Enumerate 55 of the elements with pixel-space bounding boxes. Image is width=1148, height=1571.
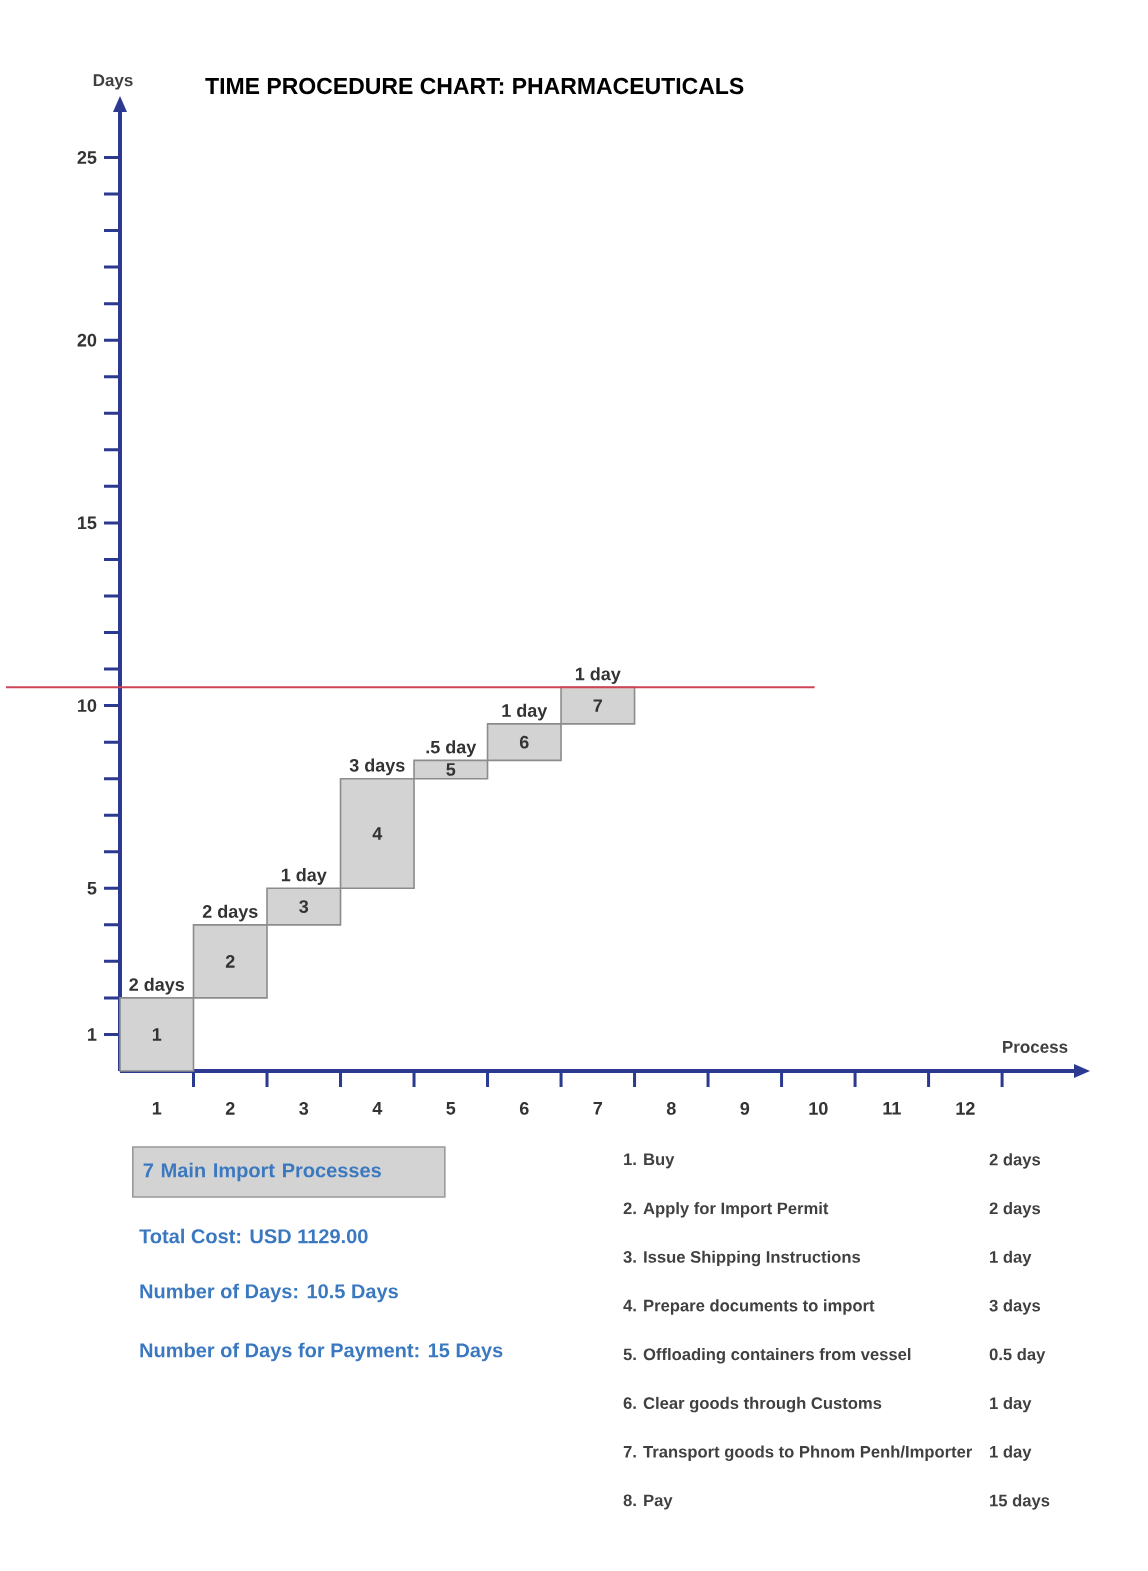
- data-label: 2 days: [129, 977, 185, 995]
- x-tick-label: 3: [299, 1102, 309, 1115]
- text: 2 days: [989, 1202, 1041, 1218]
- text: Total Cost: USD 1129.00: [139, 1228, 368, 1244]
- data-label: 1 day: [281, 868, 327, 885]
- annotation: 5: [446, 763, 456, 776]
- text: 1. Buy: [624, 1153, 675, 1169]
- text: 1 day: [990, 1250, 1032, 1267]
- text: 0.5 day: [989, 1348, 1046, 1364]
- annotation: 4: [372, 827, 383, 840]
- y-tick-label: 20: [77, 333, 97, 347]
- text: 7 Main Import Processes: [143, 1162, 381, 1182]
- x-tick-label: 12: [956, 1102, 975, 1115]
- y-tick-label: 5: [87, 882, 97, 895]
- data-label: 1 day: [502, 703, 548, 721]
- data-label: 2 days: [202, 904, 258, 922]
- text: 4. Prepare documents to import: [623, 1299, 875, 1315]
- y-tick-label: 25: [77, 151, 97, 164]
- annotation: 6: [519, 735, 529, 749]
- x-tick-label: 1: [152, 1102, 162, 1115]
- text: Number of Days: 10.5 Days: [140, 1283, 398, 1303]
- text: 7. Transport goods to Phnom Penh/Importer: [623, 1445, 973, 1461]
- x-tick-label: 4: [372, 1102, 383, 1115]
- text: 8. Pay: [623, 1494, 673, 1510]
- text: 15 days: [990, 1494, 1050, 1510]
- text: 2 days: [989, 1153, 1041, 1169]
- text: 3 days: [989, 1299, 1041, 1315]
- annotation: 2: [225, 955, 235, 968]
- y-tick-label: 1: [88, 1028, 97, 1041]
- text: Number of Days for Payment: 15 Days: [140, 1342, 503, 1362]
- text: 1 day: [990, 1396, 1032, 1413]
- x-tick-label: 7: [593, 1102, 603, 1115]
- y-axis-title: Days: [93, 74, 133, 90]
- chart-title: TIME PROCEDURE CHART: PHARMACEUTICALS: [205, 77, 744, 95]
- data-label: 1 day: [575, 667, 621, 684]
- text: 6. Clear goods through Customs: [623, 1396, 882, 1413]
- text: 1 day: [990, 1445, 1032, 1461]
- x-tick-label: 6: [519, 1102, 529, 1115]
- x-tick-label: 11: [883, 1102, 901, 1115]
- data-label: .5 day: [426, 740, 477, 757]
- annotation: 1: [152, 1028, 162, 1041]
- text: 5. Offloading containers from vessel: [623, 1348, 911, 1364]
- y-tick-label: 15: [78, 516, 97, 530]
- data-label: 3 days: [349, 758, 405, 776]
- text: 3. Issue Shipping Instructions: [623, 1250, 861, 1267]
- x-axis-title: Process: [1003, 1041, 1068, 1053]
- annotation: 3: [299, 900, 309, 913]
- x-tick-label: 9: [740, 1102, 750, 1115]
- x-tick-label: 5: [446, 1102, 456, 1115]
- x-tick-label: 8: [666, 1102, 676, 1115]
- text: 2. Apply for Import Permit: [623, 1202, 829, 1218]
- x-tick-label: 2: [225, 1102, 235, 1115]
- x-tick-label: 10: [809, 1102, 828, 1115]
- y-tick-label: 10: [78, 699, 97, 712]
- annotation: 7: [593, 699, 603, 712]
